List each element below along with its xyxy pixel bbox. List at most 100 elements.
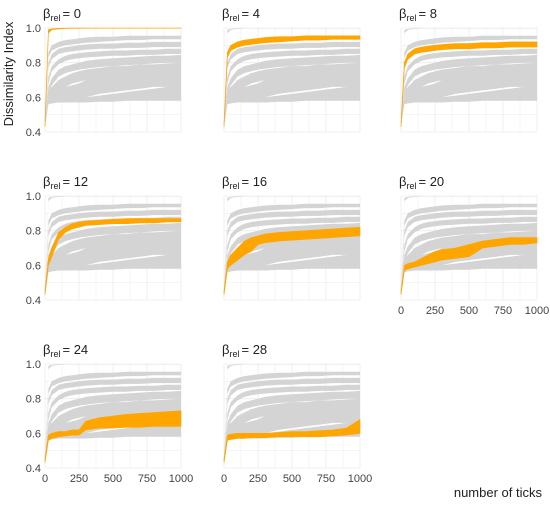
panel-title: βrel = 8: [399, 6, 437, 23]
background-band-6: [224, 69, 360, 127]
background-band-8: [401, 85, 537, 127]
background-band-2: [45, 377, 181, 463]
background-band-7: [224, 412, 360, 463]
background-band-1: [401, 203, 537, 295]
x-tick-label: 500: [460, 305, 478, 317]
highlight-band: [44, 27, 182, 127]
background-band-6: [45, 405, 181, 463]
background-band-7: [45, 244, 181, 295]
background-band-5: [224, 398, 360, 463]
highlight-band: [44, 410, 182, 463]
x-tick-label: 750: [317, 473, 335, 485]
background-band-7: [224, 244, 360, 295]
highlight-band: [223, 418, 361, 463]
panel-7: βrel = 28 0 250 500 750 1000: [221, 342, 372, 485]
background-band-4: [45, 390, 181, 463]
background-band-8: [45, 421, 181, 463]
background-band-4: [45, 54, 181, 127]
x-axis-label: number of ticks: [454, 485, 543, 500]
y-tick-label: 1.0: [26, 359, 41, 371]
x-tick-label: 0: [221, 473, 227, 485]
background-band-4: [224, 54, 360, 127]
background-band-5: [224, 230, 360, 295]
panel-title: βrel = 28: [222, 342, 267, 359]
x-tick-label: 0: [42, 473, 48, 485]
background-band-1: [45, 35, 181, 127]
background-band-4: [401, 222, 537, 295]
panel-1: βrel = 4: [222, 6, 361, 133]
background-band-2: [224, 377, 360, 463]
background-band-6: [45, 237, 181, 295]
background-band-5: [224, 62, 360, 127]
x-tick-label: 500: [283, 473, 301, 485]
background-band-8: [224, 253, 360, 295]
x-tick-label: 750: [494, 305, 512, 317]
background-band-8: [224, 85, 360, 127]
x-tick-label: 0: [398, 305, 404, 317]
background-band-1: [224, 203, 360, 295]
highlight-band: [223, 35, 361, 127]
background-band-6: [224, 237, 360, 295]
y-tick-label: 1.0: [26, 191, 41, 203]
y-tick-label: 0.8: [26, 394, 41, 406]
panel-5: βrel = 20 0 250 500 750 1000: [398, 174, 549, 317]
x-tick-label: 250: [70, 473, 88, 485]
x-tick-label: 500: [104, 473, 122, 485]
background-band-1: [224, 371, 360, 463]
highlight-band: [400, 237, 538, 295]
background-band-2: [401, 209, 537, 295]
background-band-5: [45, 398, 181, 463]
panel-title: βrel = 16: [222, 174, 267, 191]
y-tick-label: 0.6: [26, 260, 41, 272]
background-band-7: [224, 76, 360, 127]
x-tick-label: 250: [249, 473, 267, 485]
background-band-5: [45, 62, 181, 127]
background-band-8: [401, 253, 537, 295]
y-tick-label: 0.8: [26, 226, 41, 238]
x-tick-label: 750: [138, 473, 156, 485]
x-tick-label: 1000: [525, 305, 549, 317]
background-band-7: [401, 76, 537, 127]
background-band-1: [45, 203, 181, 295]
panel-0: βrel = 0 0.4 0.6 0.8 1.0: [26, 6, 182, 139]
background-band-6: [224, 405, 360, 463]
panel-6: βrel = 24 0.4 0.6 0.8 1.0 0 250 500 750 1000: [26, 342, 194, 485]
background-band-2: [45, 41, 181, 127]
background-band-8: [45, 253, 181, 295]
background-band-6: [401, 69, 537, 127]
panel-title: βrel = 24: [43, 342, 88, 359]
y-tick-label: 0.8: [26, 58, 41, 70]
panel-2: βrel = 8: [399, 6, 538, 133]
background-band-2: [224, 41, 360, 127]
background-band-4: [45, 222, 181, 295]
background-band-6: [45, 69, 181, 127]
y-tick-label: 0.4: [26, 127, 41, 139]
highlight-band: [223, 226, 361, 295]
background-band-1: [45, 371, 181, 463]
background-band-7: [45, 76, 181, 127]
y-tick-label: 1.0: [26, 23, 41, 35]
y-tick-label: 0.6: [26, 428, 41, 440]
x-tick-label: 1000: [348, 473, 372, 485]
panel-4: βrel = 16: [222, 174, 361, 301]
background-band-4: [401, 54, 537, 127]
panel-title: βrel = 12: [43, 174, 88, 191]
background-band-2: [45, 209, 181, 295]
background-band-4: [224, 390, 360, 463]
highlight-band: [44, 218, 182, 295]
highlight-band: [400, 41, 538, 127]
x-tick-label: 250: [426, 305, 444, 317]
background-band-2: [224, 209, 360, 295]
panel-title: βrel = 4: [222, 6, 260, 23]
y-tick-label: 0.4: [26, 463, 41, 475]
panel-title: βrel = 20: [399, 174, 444, 191]
panel-title: βrel = 0: [43, 6, 81, 23]
background-band-1: [401, 35, 537, 127]
background-band-5: [45, 230, 181, 295]
y-axis-label: Dissimilarity Index: [1, 21, 16, 126]
y-tick-label: 0.6: [26, 92, 41, 104]
background-band-8: [45, 85, 181, 127]
panel-3: βrel = 12 0.4 0.6 0.8 1.0: [26, 174, 182, 307]
